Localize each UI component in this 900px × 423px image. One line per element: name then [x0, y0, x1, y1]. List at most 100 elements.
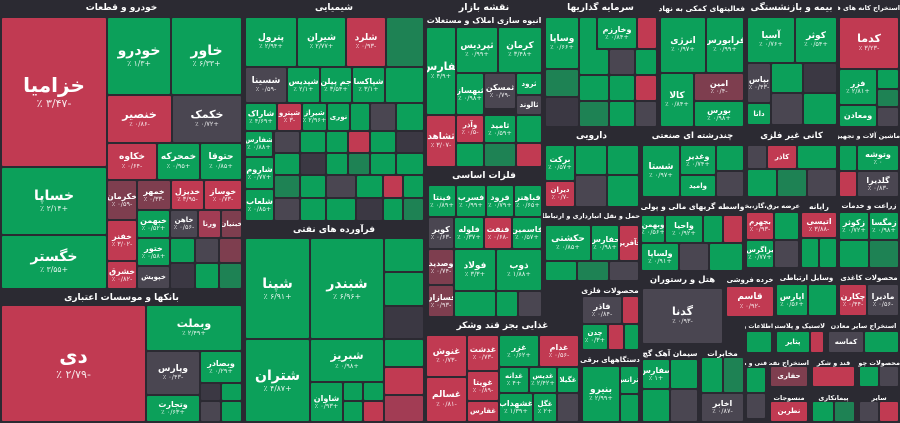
- stock-tile-small[interactable]: [636, 50, 656, 74]
- stock-tile[interactable]: چدن +۰/۳ ٪: [583, 325, 607, 349]
- stock-tile[interactable]: فاسمین+۰/۵۷ ٪: [513, 218, 541, 248]
- stock-tile-small[interactable]: [387, 18, 423, 66]
- stock-tile[interactable]: غزر +۰/۶۲ ٪: [500, 336, 538, 366]
- stock-tile-small[interactable]: [772, 94, 802, 124]
- stock-tile[interactable]: فزر +۲/۸۱ ٪: [840, 70, 876, 104]
- stock-tile-small[interactable]: [820, 239, 836, 267]
- stock-tile-small[interactable]: [840, 241, 868, 267]
- stock-tile-small[interactable]: [301, 132, 325, 152]
- stock-tile[interactable]: کالا +۰/۸۴ ٪: [661, 74, 693, 126]
- stock-tile-small[interactable]: [344, 383, 362, 400]
- stock-tile[interactable]: بزاگرس +۰/۷۷ ٪: [747, 241, 773, 267]
- stock-tile-small[interactable]: [835, 402, 854, 421]
- stock-tile-small[interactable]: [384, 199, 402, 220]
- stock-tile-small[interactable]: [196, 239, 218, 262]
- stock-tile-small[interactable]: [710, 244, 742, 270]
- stock-tile[interactable]: وامید: [681, 176, 715, 196]
- stock-tile-small[interactable]: [878, 108, 898, 126]
- stock-tile-small[interactable]: [580, 76, 608, 100]
- stock-tile-small[interactable]: [813, 367, 854, 386]
- stock-tile[interactable]: انرژی +۰/۹۷ ٪: [661, 18, 705, 72]
- stock-tile[interactable]: وآذر -۰/۵ ٪: [457, 116, 483, 142]
- stock-tile[interactable]: فرود +۰/۷۹ ٪: [487, 186, 513, 216]
- stock-tile[interactable]: برکت +۰/۵۷ ٪: [546, 146, 574, 180]
- stock-tile-small[interactable]: [747, 394, 765, 418]
- stock-tile-small[interactable]: [397, 104, 423, 130]
- stock-tile-small[interactable]: [623, 297, 638, 323]
- stock-tile[interactable]: اخابر -۰/۸۷ ٪: [702, 394, 743, 421]
- stock-tile-small[interactable]: [301, 154, 325, 174]
- stock-tile[interactable]: خکاوه -۰/۶۴ ٪: [108, 144, 156, 179]
- stock-tile[interactable]: زکوثر +۰/۷۲ ٪: [840, 213, 868, 239]
- stock-tile[interactable]: سفارس+۱ ٪: [643, 360, 669, 388]
- stock-tile-small[interactable]: [385, 340, 423, 366]
- stock-tile[interactable]: شلرد -۰/۹۳ ٪: [347, 18, 385, 66]
- stock-tile[interactable]: اتیسی -۳/۸۸ ٪: [802, 213, 836, 237]
- stock-tile-small[interactable]: [404, 176, 423, 197]
- stock-tile[interactable]: خبهمن +۰/۵۲ ٪: [138, 211, 169, 237]
- stock-tile-small[interactable]: [621, 395, 638, 421]
- stock-tile-small[interactable]: [196, 264, 218, 288]
- stock-tile-small[interactable]: [222, 384, 241, 400]
- stock-tile-small[interactable]: [748, 170, 776, 196]
- stock-tile-small[interactable]: [220, 239, 241, 262]
- stock-tile-small[interactable]: [580, 50, 608, 74]
- stock-tile-small[interactable]: [808, 170, 836, 196]
- stock-tile-small[interactable]: [811, 332, 823, 352]
- stock-tile-small[interactable]: [385, 239, 423, 271]
- stock-tile[interactable]: کماسه: [829, 332, 863, 352]
- stock-tile[interactable]: کوثر +۰/۵۴ ٪: [796, 18, 836, 62]
- stock-tile-small[interactable]: [747, 332, 771, 352]
- stock-tile[interactable]: جم پیلن +۳/۵۴ ٪: [321, 68, 351, 102]
- stock-tile[interactable]: وبصادر +۰/۲۹ ٪: [201, 352, 241, 382]
- stock-tile[interactable]: فباهنر +۰/۶۵ ٪: [515, 186, 541, 216]
- stock-tile-small[interactable]: [497, 292, 517, 316]
- stock-tile-small[interactable]: [558, 394, 578, 421]
- stock-tile-small[interactable]: [457, 144, 483, 166]
- stock-tile[interactable]: کدما -۳/۲۳ ٪: [840, 18, 898, 68]
- stock-tile-small[interactable]: [671, 390, 697, 421]
- stock-tile[interactable]: خشرق -۰/۸۲ ٪: [108, 262, 136, 288]
- stock-tile-small[interactable]: [386, 68, 423, 102]
- stock-tile-small[interactable]: [702, 358, 722, 392]
- stock-tile-small[interactable]: [724, 358, 743, 392]
- stock-tile[interactable]: وساپا +۰/۶۶ ٪: [546, 18, 578, 68]
- stock-tile-small[interactable]: [327, 199, 355, 220]
- stock-tile[interactable]: مادیرا -۰/۵۶ ٪: [868, 285, 898, 315]
- stock-tile[interactable]: پترول +۲/۹۴ ٪: [246, 18, 296, 66]
- stock-tile-small[interactable]: [275, 199, 299, 220]
- stock-tile[interactable]: حتوقا +۰/۸۵ ٪: [201, 144, 241, 179]
- stock-tile-small[interactable]: [351, 104, 369, 130]
- stock-tile[interactable]: غویتا -۰/۸۹ ٪: [468, 372, 498, 400]
- stock-tile[interactable]: شلعاب +۰/۸۵ ٪: [246, 190, 273, 220]
- stock-tile[interactable]: زمگسا +۰/۹۸ ٪: [870, 213, 898, 239]
- stock-tile[interactable]: فسازان-۰/۹۳ ٪: [429, 286, 453, 316]
- stock-tile[interactable]: خاهن -۰/۵۶ ٪: [171, 211, 197, 237]
- stock-tile[interactable]: وخارزم +۰/۸۴ ٪: [598, 18, 636, 48]
- stock-tile-small[interactable]: [578, 262, 608, 280]
- stock-tile[interactable]: ومعادن: [840, 106, 876, 126]
- stock-tile[interactable]: بورس +۰/۹۸ ٪: [695, 102, 743, 126]
- stock-tile-small[interactable]: [357, 199, 382, 220]
- stock-tile-small[interactable]: [397, 132, 423, 152]
- stock-tile-small[interactable]: [609, 325, 623, 349]
- stock-tile[interactable]: شفارس +۰/۸۸ ٪: [246, 132, 272, 156]
- stock-tile-small[interactable]: [840, 172, 856, 196]
- stock-tile[interactable]: قاسم -۰/۹۲ ٪: [727, 287, 773, 316]
- stock-tile-small[interactable]: [860, 367, 878, 386]
- stock-tile-small[interactable]: [636, 76, 656, 100]
- stock-tile[interactable]: غنوش -۰/۷۳ ٪: [427, 336, 466, 376]
- stock-tile[interactable]: دانا: [748, 104, 770, 124]
- stock-tile-small[interactable]: [222, 402, 241, 421]
- stock-tile-small[interactable]: [327, 176, 355, 197]
- stock-tile[interactable]: شاروم +۰/۷۷ ٪: [246, 158, 273, 188]
- stock-tile[interactable]: شپاکسا +۳/۱ ٪: [353, 68, 384, 102]
- stock-tile-small[interactable]: [775, 213, 798, 239]
- stock-tile[interactable]: خبنیان: [222, 211, 241, 237]
- stock-tile[interactable]: فینتا +۰/۸۹ ٪: [429, 186, 455, 216]
- stock-tile[interactable]: وبهمن+۰/۵۶ ٪: [642, 216, 664, 242]
- stock-tile[interactable]: امین -۰/۴ ٪: [695, 74, 743, 100]
- stock-tile[interactable]: غدشت -۰/۷۳ ٪: [468, 336, 498, 370]
- stock-tile-small[interactable]: [385, 368, 423, 394]
- stock-tile-small[interactable]: [747, 368, 765, 392]
